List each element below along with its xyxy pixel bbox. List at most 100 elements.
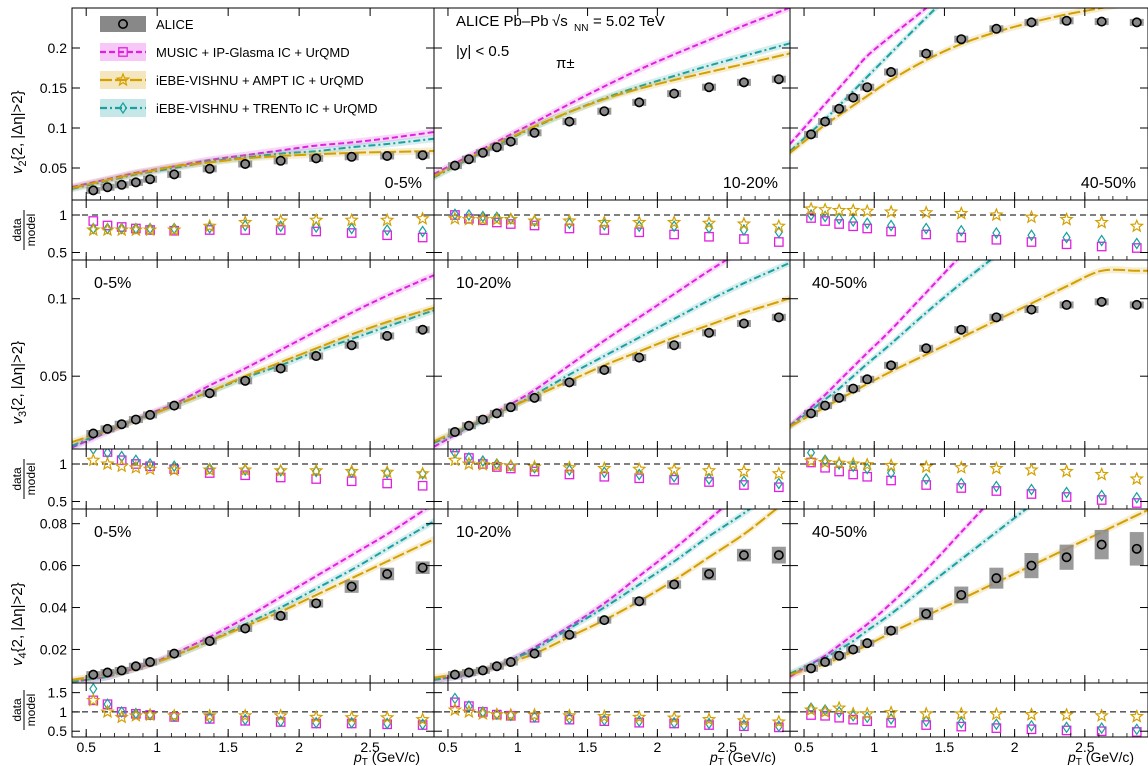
ratio-music-marker [417,480,428,491]
ratio-ampt-marker [86,692,101,707]
alice-point [820,116,831,127]
ratio-trento-marker [89,222,98,235]
alice-point [564,377,575,388]
legend-music-marker [118,47,128,57]
v3-panel-2 [790,260,1148,430]
x-axis-title: pT (GeV/c) [709,749,776,766]
alice-point [704,82,715,93]
ratio-ampt-marker [461,211,477,226]
ratio-trento-marker [1097,234,1106,247]
v4-ylabel: v4{2, |Δη|>2} [9,582,29,666]
alice-point [634,596,645,607]
v4-ratio-panel-0 [72,683,434,731]
centrality-label: 0-5% [385,175,422,192]
alice-point [599,364,610,375]
ratio-trento-marker [704,472,714,486]
ratio-music-marker [886,717,896,728]
alice-point [491,142,502,153]
alice-point [991,312,1002,323]
alice-point [463,420,474,431]
alice-point [862,638,873,649]
ratio-ampt-marker [631,214,647,229]
alice-point [956,34,967,45]
ratio-ampt-marker [1094,214,1109,229]
ratio-ampt-marker [845,706,861,721]
ratio-ampt-marker [503,707,519,722]
legend-label-alice: ALICE [156,17,194,32]
alice-point [417,150,428,161]
ratio-music-marker [1026,237,1037,247]
ratio-music-marker [346,228,357,238]
x-tick-label: 1.5 [578,739,598,755]
ampt-curve-band [790,8,1121,157]
alice-point [346,581,357,592]
ratio-trento-marker [669,716,679,729]
plot-grid: v2{2, |Δη|>2}data model0.050.10.150.20-5%… [9,7,1148,739]
ratio-ampt-marker [344,212,359,227]
ampt-curve-band [72,147,434,192]
trento-curve-band [72,517,434,683]
ratio-ampt-marker [237,462,253,477]
alice-point [1026,17,1037,28]
ratio-trento-marker [312,465,321,478]
trento-curve-band [434,509,755,683]
ratio-ampt-marker [166,222,182,237]
ratio-music-marker [529,220,540,231]
ratio-ampt-marker [100,222,115,237]
ratio-ampt-marker [142,461,158,476]
ratio-trento-marker [464,451,474,465]
alice-point [773,312,784,323]
ratio-ampt-marker [142,707,158,722]
alice-point [169,400,180,411]
music-curve-band [72,509,432,683]
ratio-ampt-marker [475,211,491,226]
alice-point [738,318,749,329]
ratio-ampt-marker [379,464,395,479]
ratio-trento-marker [992,480,1001,493]
ratio-ampt-marker [1129,471,1145,486]
alice-point [102,423,113,434]
ratio-ampt-marker [1094,708,1109,722]
header-energy-value: = 5.02 TeV [593,13,665,30]
ratio-trento-marker [347,466,356,479]
ratio-trento-marker [922,715,931,728]
alice-point [491,661,502,672]
ratio-trento-marker [450,208,460,221]
alice-point [1096,539,1107,550]
ratio-trento-marker [1097,722,1106,735]
alice-point [1131,17,1142,28]
v3-ratio-2-frame [789,448,1148,510]
alice-point [116,665,127,676]
ratio-ampt-marker [597,708,612,723]
v4-ratio-ylabel: data model [10,690,38,730]
ratio-trento-marker [1097,489,1106,502]
ratio-music-marker [102,220,113,231]
ratio-trento-marker [506,709,515,722]
trento-curve-band [790,509,1031,678]
ratio-ampt-marker [562,460,577,474]
ratio-ampt-marker [954,460,969,474]
alice-point [169,169,180,180]
ratio-ampt-marker [100,456,115,471]
ratio-ampt-marker [166,708,182,722]
alice-point [669,88,680,99]
ratio-trento-marker [922,472,931,486]
alice-point [848,383,859,394]
ratio-music-marker [1061,492,1072,502]
ratio-ampt-marker [666,214,682,229]
alice-point [806,663,817,674]
alice-point [773,74,784,85]
alice-point [417,562,428,573]
alice-point [463,154,474,165]
ratio-ampt-marker [344,710,359,724]
trento-curve-band [434,39,790,181]
ratio-ampt-marker [701,711,717,726]
alice-point [275,155,286,166]
ratio-music-marker [806,213,816,223]
x-tick-label: 2.5 [1075,739,1095,755]
ratio-music-marker [820,216,830,226]
ratio-ampt-marker [701,463,717,477]
ratio-trento-marker [704,221,714,234]
x-tick-label: 2 [653,739,661,755]
ratio-ampt-marker [859,457,875,471]
